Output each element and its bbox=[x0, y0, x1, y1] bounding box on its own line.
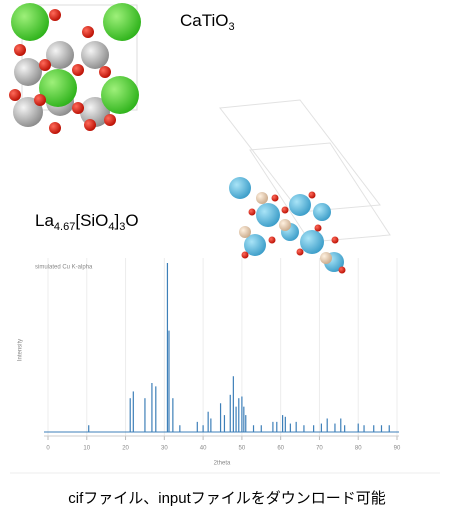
x-tick-label: 70 bbox=[316, 446, 323, 452]
chart-subtitle: simulated Cu K-alpha bbox=[35, 265, 93, 271]
x-tick-label: 50 bbox=[239, 446, 246, 452]
x-tick-label: 60 bbox=[277, 446, 284, 452]
formula-text: [SiO bbox=[75, 211, 108, 230]
xrd-chart: 0 10 20 30 40 50 60 70 80 90 bbox=[44, 258, 401, 452]
formula-text: O bbox=[125, 211, 138, 230]
structure-image bbox=[9, 3, 141, 134]
screen: CaTiO3 La4.67[SiO4]3O 0 10 20 30 40 50 60 70 80 9… bbox=[0, 0, 454, 517]
x-tick-label: 0 bbox=[46, 446, 50, 452]
formula-text: CaTiO bbox=[180, 11, 229, 30]
x-tick-label: 90 bbox=[394, 446, 401, 452]
y-axis-label: Intensity bbox=[18, 339, 24, 361]
x-tick-label: 40 bbox=[200, 446, 207, 452]
formula-text: La bbox=[35, 211, 54, 230]
formula-subscript: 3 bbox=[229, 21, 235, 33]
x-tick-label: 80 bbox=[355, 446, 362, 452]
page: CaTiO3 La4.67[SiO4]3O 0 10 20 30 40 50 60 70 80 9… bbox=[0, 0, 454, 517]
x-tick-label: 10 bbox=[83, 446, 90, 452]
caption: cifファイル、inputファイルをダウンロード可能 bbox=[68, 490, 386, 507]
x-tick-label: 20 bbox=[122, 446, 129, 452]
structure-image bbox=[220, 100, 390, 274]
x-tick-label: 30 bbox=[161, 446, 168, 452]
formula: CaTiO3 bbox=[180, 11, 235, 32]
formula-subscript: 4.67 bbox=[54, 221, 75, 233]
formula: La4.67[SiO4]3O bbox=[35, 211, 139, 232]
x-axis-label: 2theta bbox=[214, 461, 231, 467]
